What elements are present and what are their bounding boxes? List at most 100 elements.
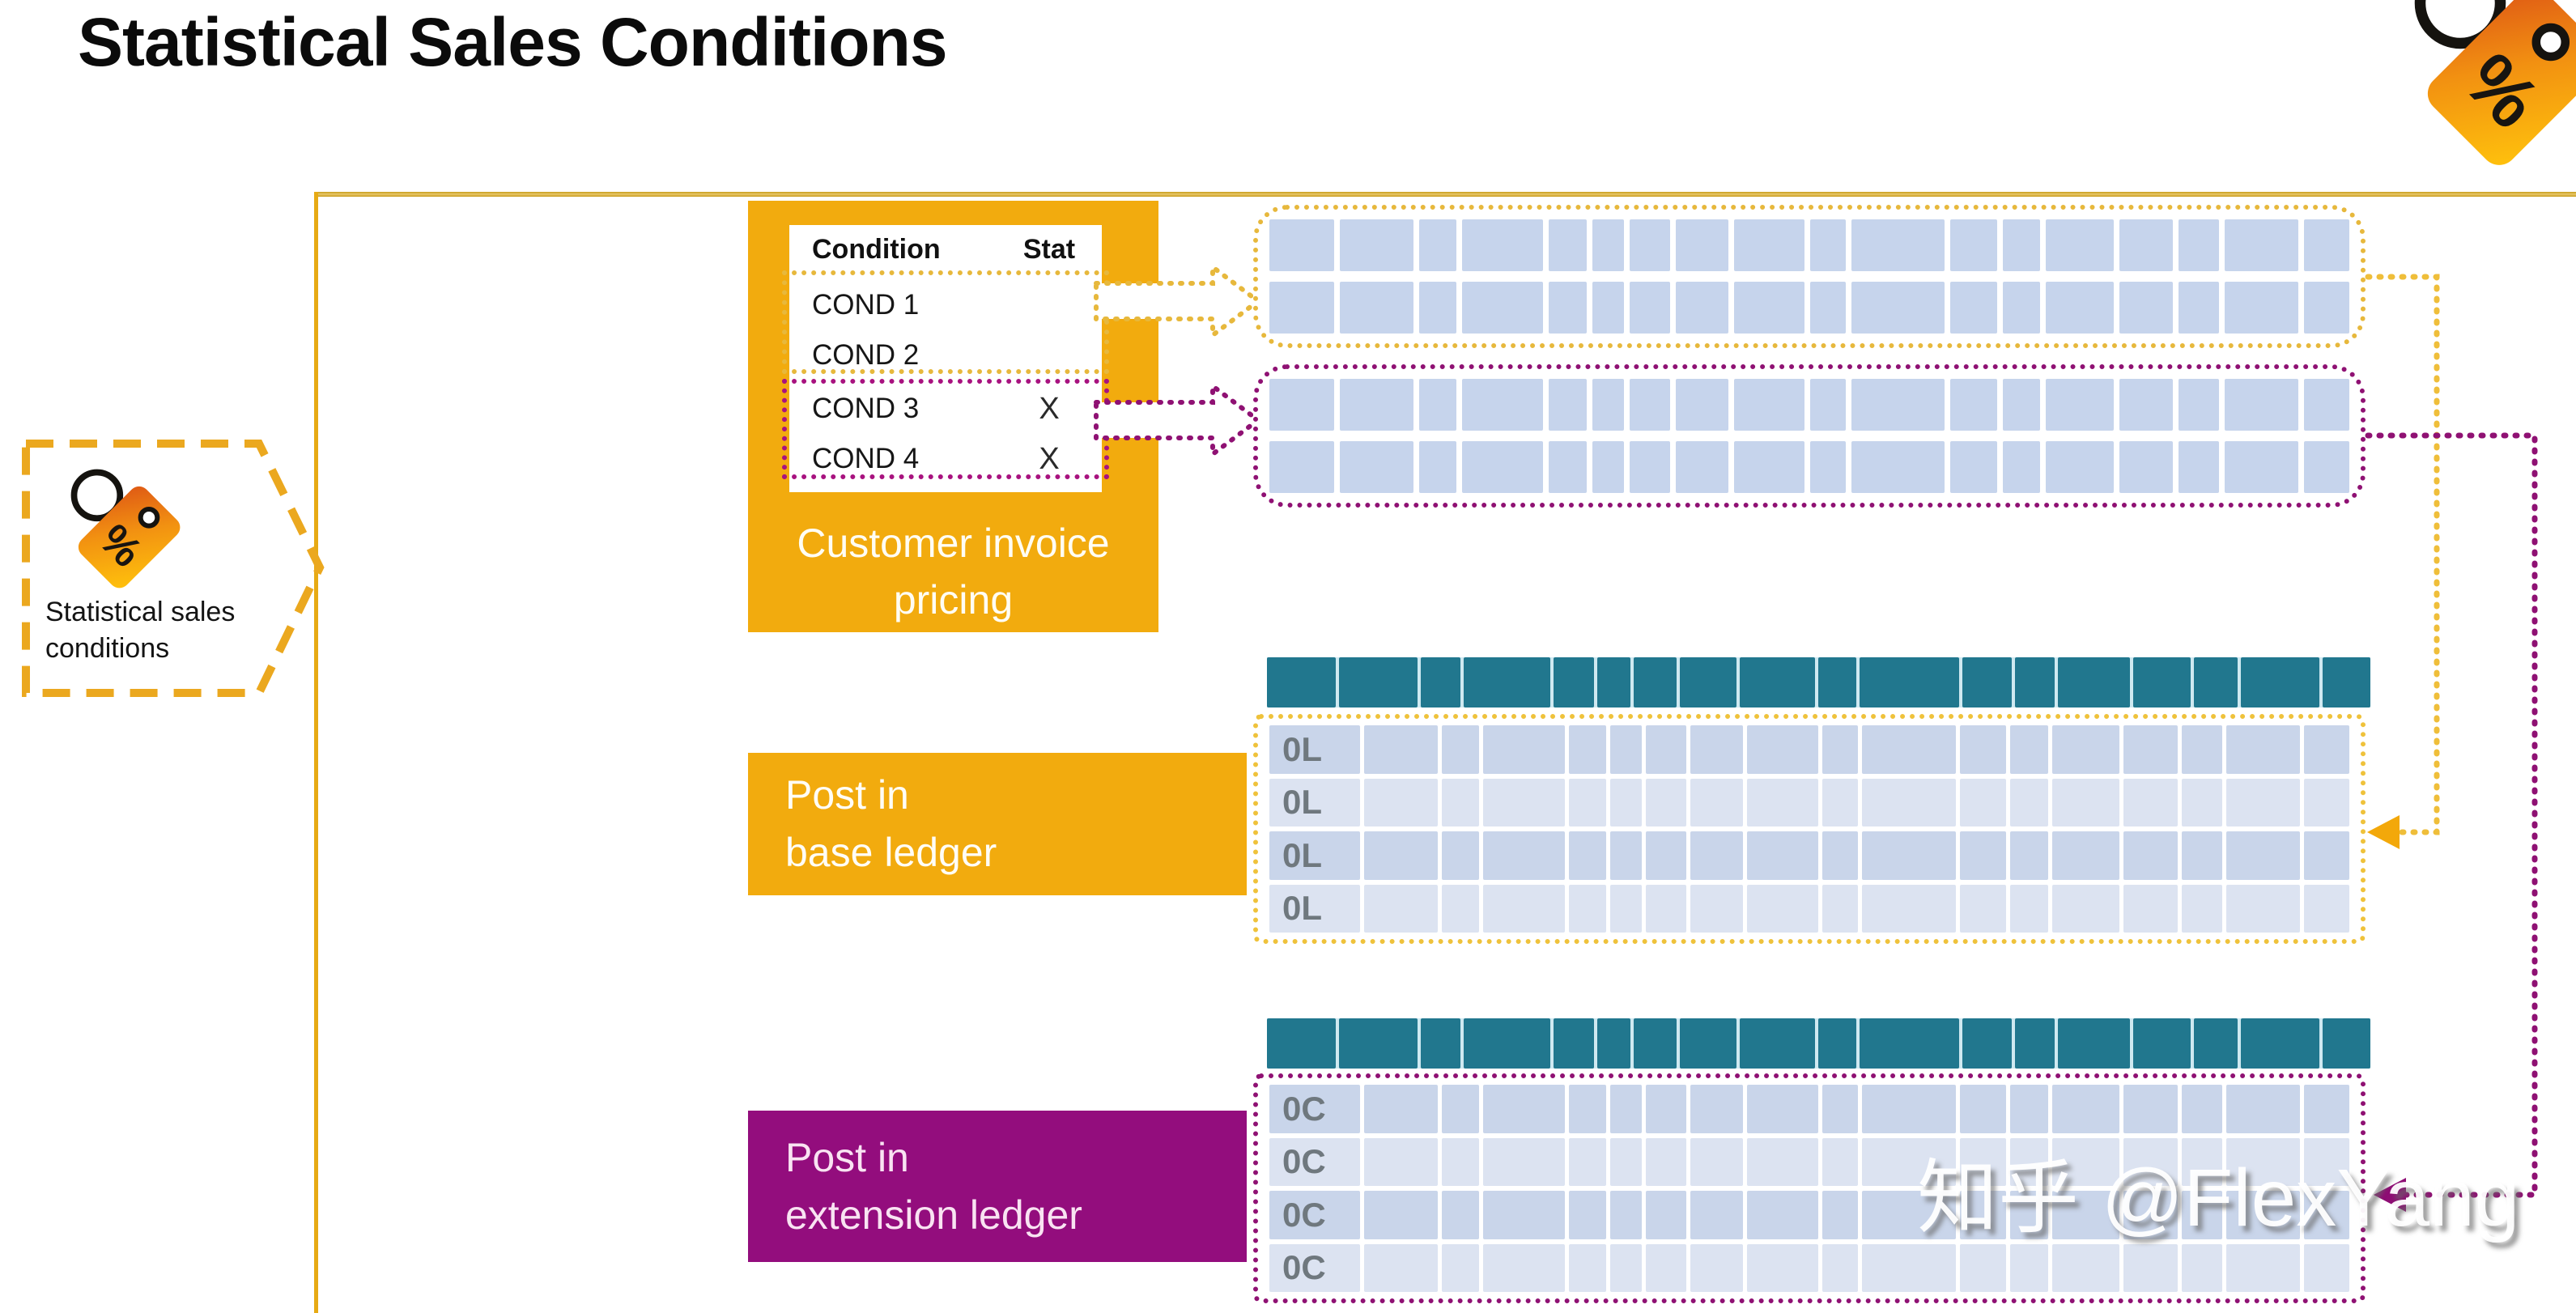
table-cell	[1610, 725, 1643, 774]
table-cell	[1629, 441, 1670, 493]
table-cell	[2119, 441, 2174, 493]
table-cell	[1859, 1018, 1959, 1069]
table-cell	[2010, 884, 2048, 933]
condition-row: COND 2	[789, 330, 1102, 380]
table-cell	[1675, 441, 1728, 493]
table-cell	[1418, 379, 1457, 431]
table-cell	[1462, 379, 1544, 431]
table-cell	[1483, 1137, 1565, 1186]
ledger-row: 0L	[1269, 778, 2350, 826]
price-tag-icon-graphic: %	[70, 469, 181, 589]
table-cell	[2051, 1243, 2120, 1292]
table-cell	[1483, 884, 1565, 933]
ledger-row-label: 0L	[1282, 729, 1323, 768]
table-cell	[2179, 219, 2220, 271]
table-cell	[1950, 441, 1997, 493]
table-cell	[1821, 778, 1859, 826]
table-cell	[1269, 379, 1334, 431]
invoice-doc-lines-statistical	[1253, 364, 2366, 508]
table-cell	[1747, 725, 1818, 774]
table-cell	[2010, 1085, 2048, 1133]
table-cell	[1950, 219, 1997, 271]
table-cell	[2123, 831, 2179, 880]
table-cell	[1680, 1018, 1736, 1069]
table-cell	[1568, 725, 1607, 774]
table-cell	[2225, 282, 2299, 334]
doc-line-row	[1269, 379, 2349, 431]
table-cell	[1862, 831, 1956, 880]
ledger-row-label: 0L	[1282, 783, 1323, 822]
customer-invoice-pricing-box: Condition Stat COND 1 COND 2 COND 3 X CO…	[748, 201, 1158, 632]
table-cell	[1959, 1243, 2007, 1292]
table-cell	[1462, 441, 1544, 493]
table-cell	[1733, 379, 1804, 431]
table-cell	[1592, 219, 1624, 271]
yellow-connector-line	[2365, 274, 2440, 835]
table-cell	[1680, 657, 1736, 707]
table-cell	[1442, 778, 1480, 826]
table-cell	[1339, 282, 1413, 334]
table-cell	[1634, 1018, 1677, 1069]
frame-left-border	[314, 192, 318, 1313]
table-cell	[1442, 884, 1480, 933]
ledger-row: 0L	[1269, 725, 2350, 774]
table-cell	[1568, 1191, 1607, 1239]
ledger-row: 0C	[1269, 1243, 2350, 1292]
table-cell	[1690, 1137, 1744, 1186]
table-cell	[1610, 1243, 1643, 1292]
table-cell	[2051, 725, 2120, 774]
table-cell	[2182, 884, 2223, 933]
table-cell	[2002, 441, 2041, 493]
table-cell	[2058, 657, 2131, 707]
table-cell	[2304, 219, 2349, 271]
table-cell	[1950, 282, 1997, 334]
table-cell	[1418, 282, 1457, 334]
table-cell	[1483, 1243, 1565, 1292]
table-cell	[1364, 1137, 1439, 1186]
box-label-line: extension ledger	[785, 1192, 1082, 1238]
condition-name: COND 2	[812, 339, 920, 371]
ledger-row-label: 0C	[1282, 1142, 1326, 1181]
table-cell	[1690, 1085, 1744, 1133]
table-cell	[1859, 657, 1959, 707]
table-cell	[2123, 1243, 2179, 1292]
table-cell	[2014, 657, 2055, 707]
purple-connector-line	[2365, 432, 2538, 1198]
table-cell	[2046, 441, 2114, 493]
table-cell	[1269, 282, 1334, 334]
table-cell	[2226, 725, 2301, 774]
table-cell	[1442, 831, 1480, 880]
table-cell	[1420, 657, 1461, 707]
ledger-label-cell: 0C	[1269, 1137, 1360, 1186]
ledger-row-label: 0C	[1282, 1089, 1326, 1128]
ledger-label-cell: 0C	[1269, 1085, 1360, 1133]
table-cell	[1364, 725, 1439, 774]
table-cell	[1483, 1191, 1565, 1239]
base-ledger-table-header	[1267, 657, 2370, 707]
table-cell	[1442, 1085, 1480, 1133]
non-statistical-group-outline	[782, 270, 1109, 374]
box-label-line: base ledger	[785, 830, 997, 875]
table-cell	[1959, 725, 2007, 774]
table-cell	[1962, 657, 2012, 707]
table-cell	[1442, 1137, 1480, 1186]
table-cell	[2226, 884, 2301, 933]
table-cell	[1568, 778, 1607, 826]
table-cell	[1549, 219, 1587, 271]
price-tag-icon-graphic: %	[2414, 0, 2576, 165]
table-cell	[2119, 282, 2174, 334]
frame-top-border	[316, 192, 2576, 197]
table-cell	[2226, 1137, 2301, 1186]
table-cell	[1646, 884, 1687, 933]
table-cell	[1442, 1243, 1480, 1292]
table-cell	[2304, 725, 2350, 774]
table-cell	[2133, 1018, 2191, 1069]
table-cell	[1675, 379, 1728, 431]
table-cell	[1862, 1137, 1956, 1186]
table-cell	[1568, 1085, 1607, 1133]
table-cell	[1646, 1191, 1687, 1239]
table-cell	[2194, 1018, 2238, 1069]
table-cell	[1610, 1085, 1643, 1133]
table-cell	[2182, 831, 2223, 880]
watermark: 知乎 @FlexYang	[1917, 1153, 2520, 1243]
